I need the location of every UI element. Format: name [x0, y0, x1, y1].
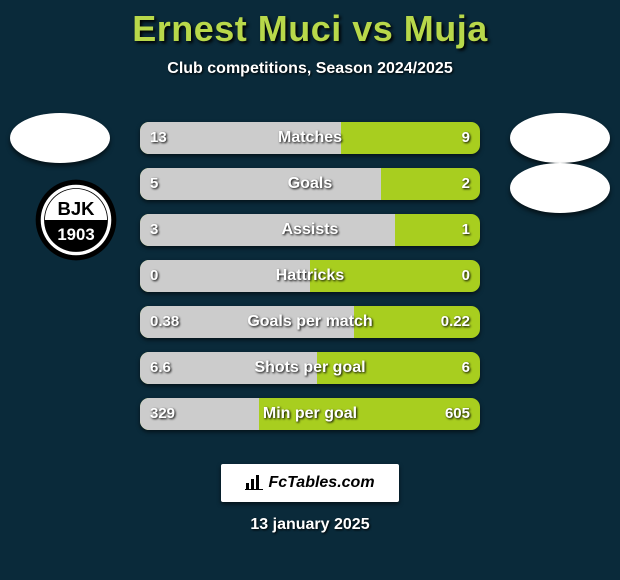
player-right-badge-ellipse-1 — [510, 113, 610, 163]
stat-label: Hattricks — [140, 260, 480, 292]
player-left-badge-ellipse — [10, 113, 110, 163]
stat-row: 329Min per goal605 — [140, 398, 480, 430]
stat-row: 5Goals2 — [140, 168, 480, 200]
stat-row: 3Assists1 — [140, 214, 480, 246]
stat-label: Goals — [140, 168, 480, 200]
stat-row: 13Matches9 — [140, 122, 480, 154]
stat-right-value: 6 — [462, 352, 470, 384]
brand-text: FcTables.com — [268, 474, 374, 491]
stat-right-value: 0 — [462, 260, 470, 292]
stat-right-value: 605 — [445, 398, 470, 430]
footer-date: 13 january 2025 — [0, 516, 620, 534]
bars-chart-icon — [245, 467, 263, 505]
stat-label: Matches — [140, 122, 480, 154]
stats-bars: 13Matches9 5Goals2 3Assists1 0Hattricks0 0.3… — [140, 122, 480, 444]
stat-row: 6.6Shots per goal6 — [140, 352, 480, 384]
page-title: Ernest Muci vs Muja — [0, 8, 620, 50]
stat-label: Assists — [140, 214, 480, 246]
stat-right-value: 0.22 — [441, 306, 470, 338]
stat-label: Min per goal — [140, 398, 480, 430]
stat-label: Shots per goal — [140, 352, 480, 384]
besiktas-crest-icon: BJK 1903 — [34, 178, 118, 262]
stat-right-value: 9 — [462, 122, 470, 154]
comparison-card: Ernest Muci vs Muja Club competitions, S… — [0, 0, 620, 580]
page-subtitle: Club competitions, Season 2024/2025 — [0, 60, 620, 78]
stat-label: Goals per match — [140, 306, 480, 338]
svg-text:BJK: BJK — [58, 198, 96, 219]
stat-row: 0Hattricks0 — [140, 260, 480, 292]
stat-row: 0.38Goals per match0.22 — [140, 306, 480, 338]
stat-right-value: 2 — [462, 168, 470, 200]
player-right-badge-ellipse-2 — [510, 163, 610, 213]
svg-text:1903: 1903 — [57, 225, 94, 244]
brand-box: FcTables.com — [221, 464, 399, 502]
stat-right-value: 1 — [462, 214, 470, 246]
